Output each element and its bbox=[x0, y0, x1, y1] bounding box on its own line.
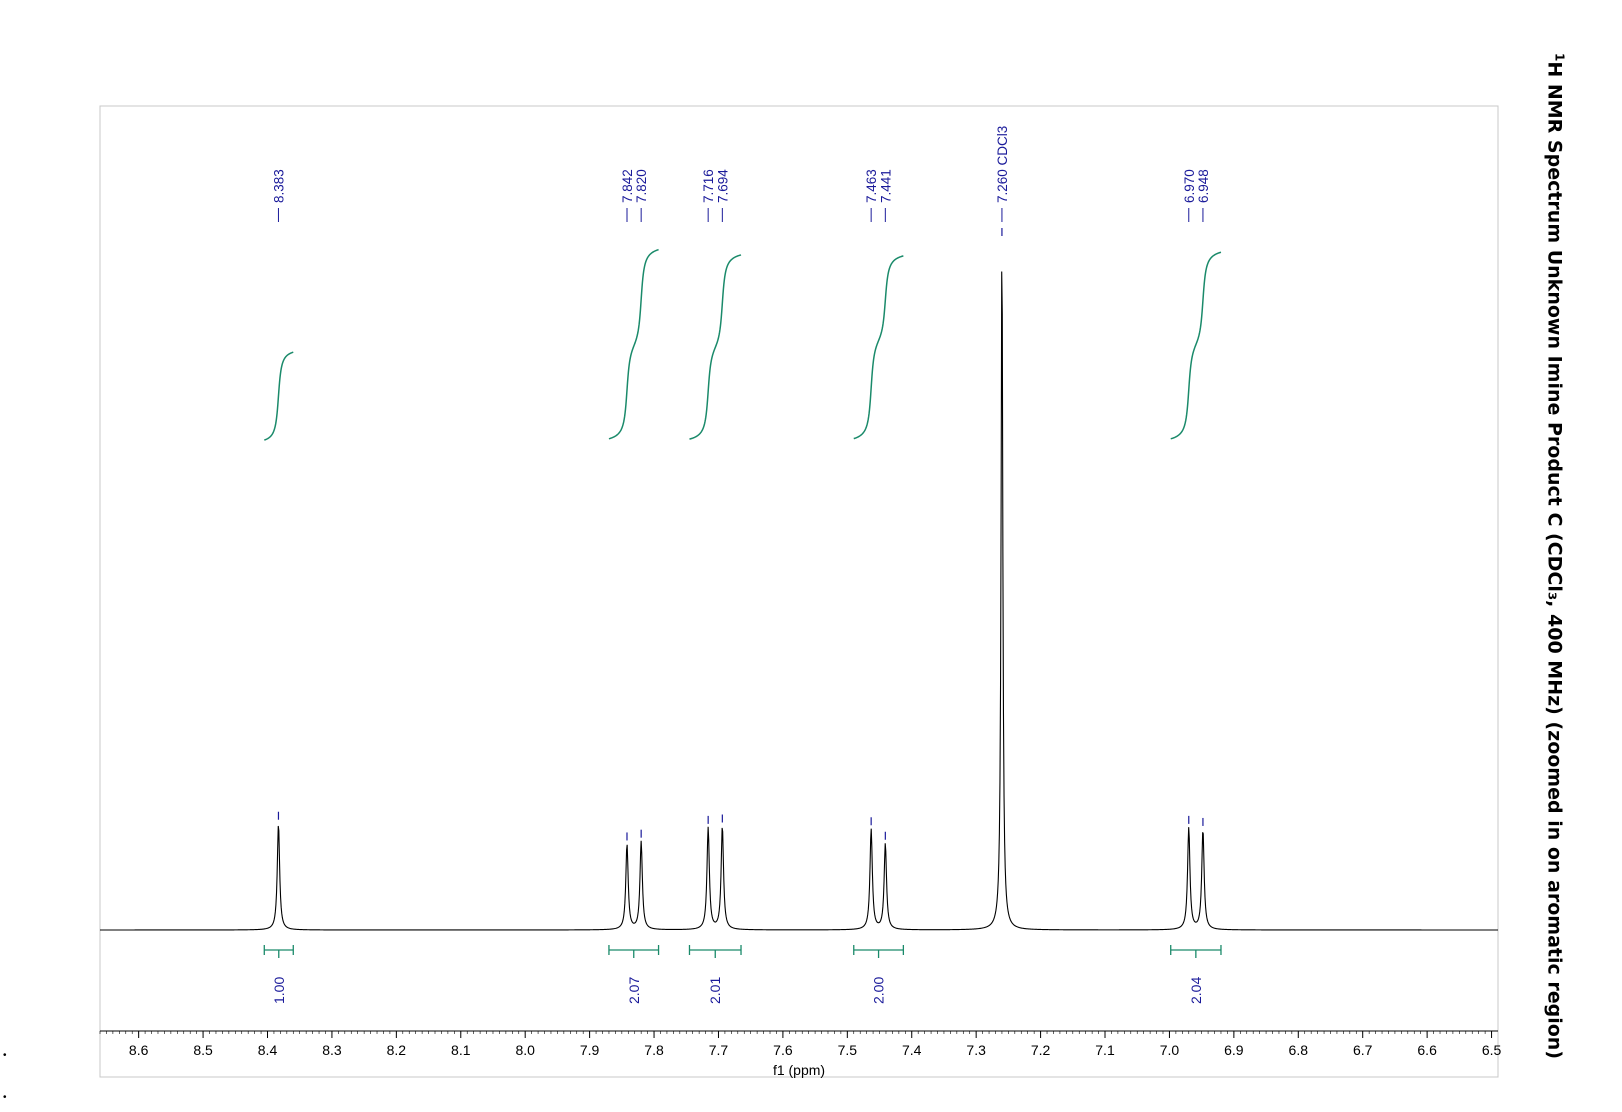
integral-value-label: 2.04 bbox=[1188, 977, 1204, 1004]
x-axis-major-ticks bbox=[138, 1031, 1493, 1038]
x-tick-label: 6.9 bbox=[1224, 1042, 1244, 1058]
integral-value-label: 2.00 bbox=[871, 977, 887, 1004]
peak-label: 7.820 bbox=[634, 169, 649, 203]
peak-markers bbox=[277, 228, 1204, 841]
x-tick-label: 8.0 bbox=[515, 1042, 535, 1058]
integral-value-label: 2.01 bbox=[707, 977, 723, 1004]
peak-label: 8.383 bbox=[271, 169, 286, 203]
peak-label: 7.694 bbox=[715, 169, 730, 203]
x-tick-label: 6.5 bbox=[1482, 1042, 1502, 1058]
title-text: H NMR Spectrum Unknown Imine Product C (… bbox=[1543, 61, 1566, 1060]
spectrum-line bbox=[100, 271, 1498, 931]
x-tick-label: 8.1 bbox=[451, 1042, 471, 1058]
x-tick-label: 6.6 bbox=[1417, 1042, 1437, 1058]
peak-label: 6.948 bbox=[1196, 169, 1211, 203]
x-tick-label: 7.6 bbox=[773, 1042, 793, 1058]
x-tick-label: 7.2 bbox=[1031, 1042, 1051, 1058]
edge-mark-top: • bbox=[3, 1050, 7, 1061]
integral-labels: 1.00 2.07 2.01 2.00 2.04 bbox=[271, 977, 1204, 1004]
integral-value-label: 1.00 bbox=[271, 977, 287, 1004]
peak-label: 7.842 bbox=[620, 169, 635, 203]
x-tick-label: 8.4 bbox=[258, 1042, 278, 1058]
x-tick-label: 7.7 bbox=[709, 1042, 729, 1058]
x-tick-label: 7.0 bbox=[1160, 1042, 1180, 1058]
x-tick-label: 7.5 bbox=[838, 1042, 858, 1058]
x-tick-label: 8.3 bbox=[322, 1042, 342, 1058]
x-tick-label: 8.5 bbox=[193, 1042, 213, 1058]
integral-curves bbox=[264, 248, 1222, 441]
x-tick-label: 7.1 bbox=[1095, 1042, 1115, 1058]
x-tick-label: 6.8 bbox=[1289, 1042, 1309, 1058]
x-tick-label: 8.2 bbox=[387, 1042, 407, 1058]
x-tick-label: 7.8 bbox=[644, 1042, 664, 1058]
integral-brackets bbox=[263, 945, 1222, 958]
x-axis-minor-ticks bbox=[99, 1031, 1492, 1034]
peak-label: 7.716 bbox=[701, 169, 716, 203]
x-axis-label: f1 (ppm) bbox=[773, 1062, 825, 1078]
plot-frame bbox=[99, 105, 1499, 1078]
peak-labels: 8.383 7.842 7.820 7.716 7.694 7.463 7.441 7.260… bbox=[271, 126, 1210, 203]
integral-curve bbox=[264, 351, 294, 441]
x-axis-tick-labels: 8.6 8.5 8.4 8.3 8.2 8.1 8.0 7.9 7.8 7.7 7.6 7.5 7.4 7… bbox=[129, 1042, 1502, 1058]
peak-label: 7.260 CDCl3 bbox=[995, 126, 1010, 203]
x-tick-label: 7.3 bbox=[966, 1042, 986, 1058]
peak-label: 6.970 bbox=[1182, 169, 1197, 203]
chart-title: 1H NMR Spectrum Unknown Imine Product C … bbox=[1543, 53, 1566, 1059]
integral-curve bbox=[853, 255, 904, 440]
integral-curve bbox=[689, 254, 742, 440]
edge-mark-bottom: • bbox=[3, 1092, 7, 1103]
integral-value-label: 2.07 bbox=[626, 977, 642, 1004]
integral-curve bbox=[1170, 251, 1222, 440]
peak-label-leaders bbox=[277, 208, 1204, 222]
x-tick-label: 7.4 bbox=[902, 1042, 922, 1058]
peak-label: 7.441 bbox=[878, 169, 893, 203]
integral-curve bbox=[608, 248, 659, 440]
peak-label: 7.463 bbox=[864, 169, 879, 203]
x-tick-label: 7.9 bbox=[580, 1042, 600, 1058]
x-tick-label: 6.7 bbox=[1353, 1042, 1373, 1058]
x-tick-label: 8.6 bbox=[129, 1042, 149, 1058]
